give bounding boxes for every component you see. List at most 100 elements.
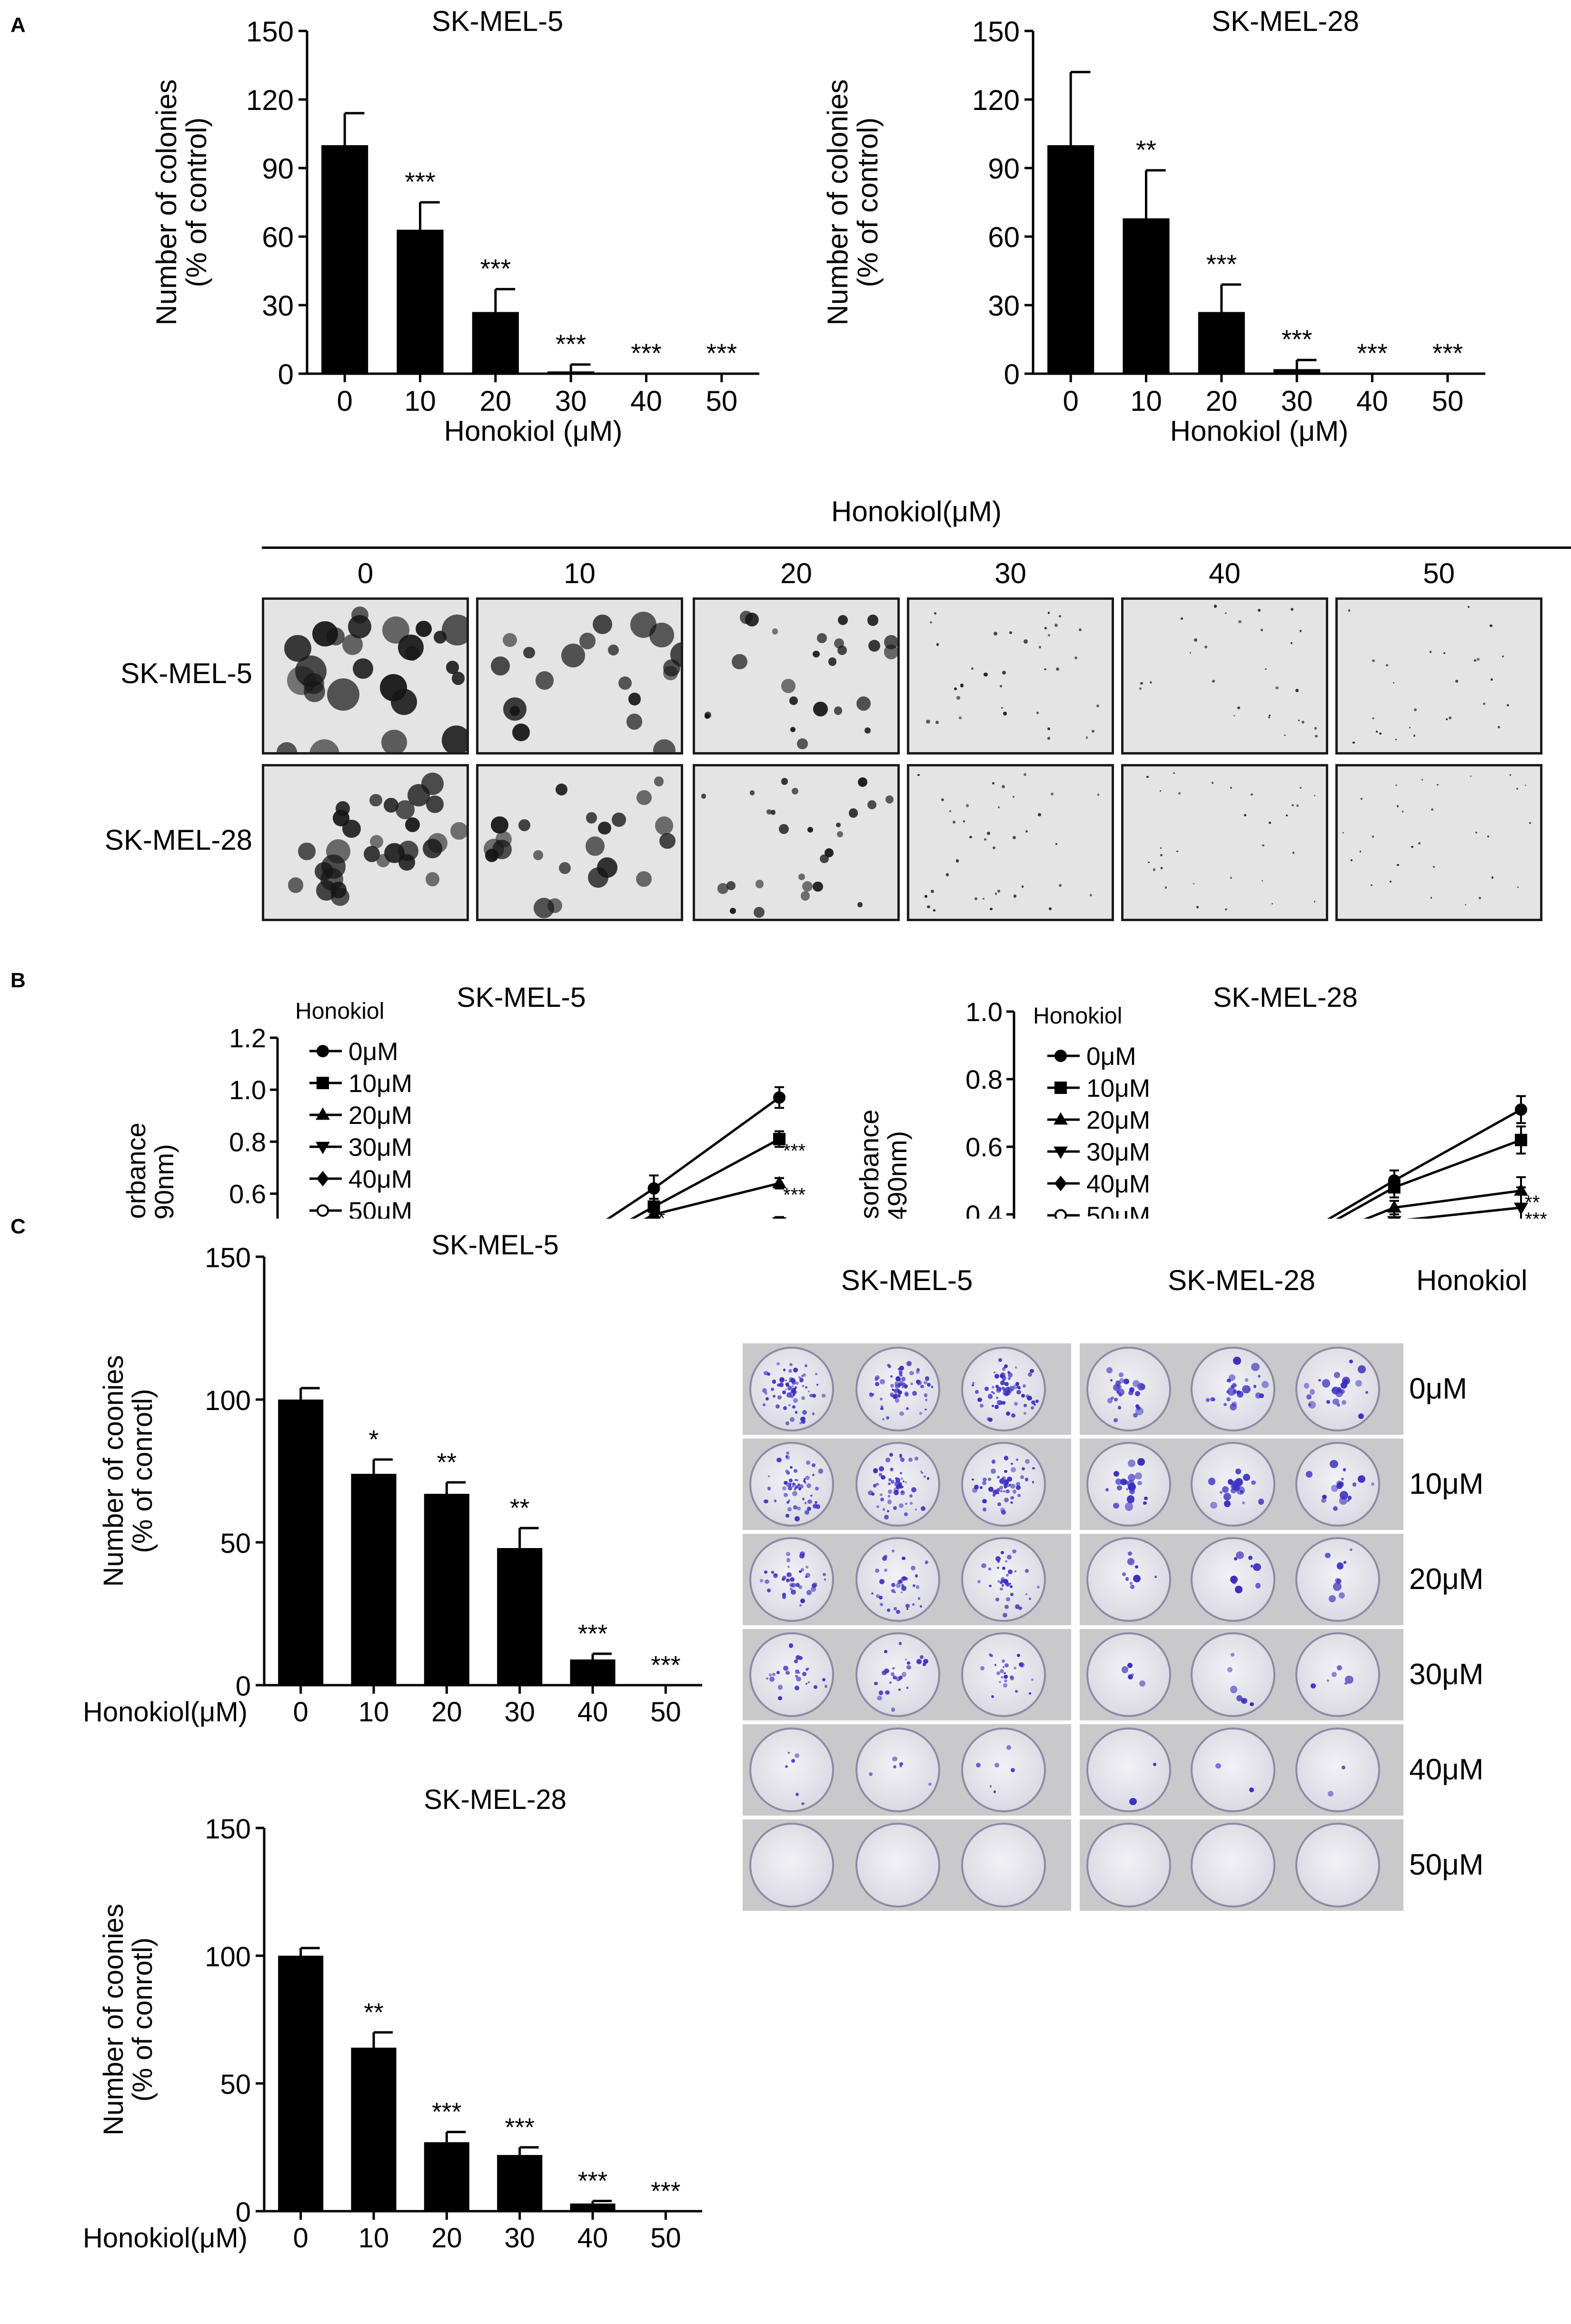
well [1295,1632,1380,1717]
colony-dot [1390,881,1392,883]
colony-dot [1290,608,1293,611]
colony-dot [1261,629,1263,632]
data-point-10-m [1388,1181,1401,1194]
stained-colony [886,1416,890,1420]
colony-dot [739,611,753,624]
colony-dot [636,871,652,887]
micrograph-sk-mel-28-10um [476,764,683,921]
stained-colony [786,1451,789,1455]
stained-colony [882,1508,885,1511]
stained-colony [915,1370,919,1374]
stained-colony [1032,1481,1034,1483]
colony-dot [1290,642,1293,644]
stained-colony [995,1385,999,1388]
stained-colony [887,1500,892,1504]
stained-colony [1007,1569,1013,1574]
colony-dot [405,817,420,833]
stained-colony [912,1391,917,1396]
colony-dot [1055,843,1058,845]
colony-dot [1160,847,1162,849]
colony-dot [941,798,945,802]
stained-colony [892,1667,895,1670]
stained-colony [806,1507,812,1511]
colony-dot [1021,885,1024,888]
stained-colony [1008,1484,1012,1487]
colony-dot [1490,624,1492,627]
colony-dot [971,667,974,670]
stained-colony [786,1392,792,1398]
stained-colony [1117,1485,1123,1491]
stained-colony [786,1514,790,1518]
plate-row-label: 10μM [1409,1468,1484,1500]
stained-colony [772,1395,776,1398]
stained-colony [1258,1499,1264,1505]
stained-colony [1234,1557,1237,1560]
stained-colony [904,1391,908,1395]
stained-colony [807,1668,810,1670]
stained-colony [1259,1393,1264,1398]
stained-colony [791,1385,794,1388]
stained-colony [1235,1586,1243,1593]
stained-colony [767,1487,771,1490]
stained-colony [1006,1745,1011,1750]
colony-dot [730,908,736,914]
colony-dot [1079,628,1082,632]
well [855,1728,940,1812]
stained-colony [1134,1472,1143,1480]
stained-colony [776,1670,780,1674]
colony-dot [1194,638,1197,642]
colony-dot [483,838,504,859]
stained-colony [769,1673,772,1677]
well [855,1347,940,1431]
x-tick-label: 30 [555,385,587,417]
stained-colony [1025,1569,1029,1573]
stained-colony [1107,1398,1113,1404]
stained-colony [759,1579,763,1582]
series-line-30-m [1406,1206,1521,1219]
stained-colony [1022,1384,1026,1388]
stained-colony [1016,1653,1021,1657]
colony-dot [917,774,920,776]
stained-colony [999,1479,1004,1484]
stained-colony [1347,1496,1352,1500]
micrograph-column-label: 40 [1209,557,1241,589]
stained-colony [884,1668,889,1673]
colony-dot [1296,804,1299,807]
colony-dot [654,776,664,786]
stained-colony [1227,1667,1233,1672]
colony-dot [1001,707,1004,709]
colony-dot [926,719,930,724]
colony-dot [1487,835,1489,837]
stained-colony [1114,1398,1118,1401]
stained-colony [1110,1379,1113,1382]
colony-dot [1507,704,1510,707]
colony-dot [1272,903,1273,904]
stained-colony [915,1574,918,1578]
stained-colony [795,1669,799,1674]
colony-dot [1395,784,1397,786]
bar-20 [1198,312,1245,374]
stained-colony [1004,1672,1006,1675]
stained-colony [764,1371,768,1375]
stained-colony [786,1552,790,1557]
stained-colony [876,1505,879,1509]
colony-dot [1224,909,1227,911]
colony-dot [1212,679,1215,683]
significance-label: *** [1357,338,1387,368]
colony-dot [1261,880,1263,882]
stained-colony [1339,1497,1347,1505]
colony-dot [807,826,813,833]
stained-colony [1018,1385,1021,1388]
data-point-0-m [1515,1103,1527,1116]
stained-colony [920,1470,923,1472]
stained-colony [869,1393,874,1397]
stained-colony [873,1484,877,1488]
stained-colony [1344,1682,1347,1685]
colony-dot [1371,884,1372,886]
colony-dot [663,665,678,680]
colony-dot [327,627,345,646]
colony-dot [1160,867,1163,869]
stained-colony [1235,1469,1241,1474]
stained-colony [1227,1479,1233,1485]
